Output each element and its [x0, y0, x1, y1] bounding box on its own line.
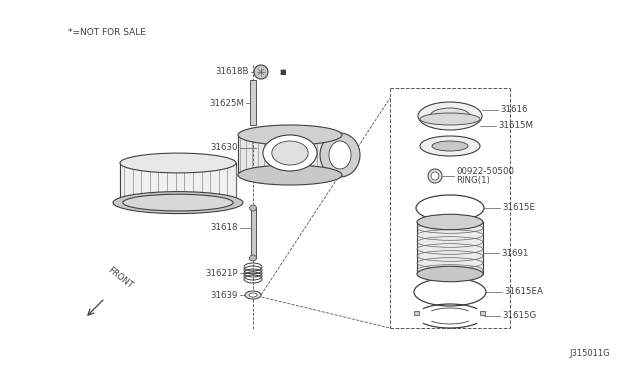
Ellipse shape [238, 125, 342, 145]
Text: 31615E: 31615E [502, 203, 535, 212]
Text: 31618B: 31618B [216, 67, 249, 77]
Text: 31625M: 31625M [209, 99, 244, 108]
Ellipse shape [420, 113, 480, 125]
Ellipse shape [432, 141, 468, 151]
Ellipse shape [238, 165, 342, 185]
Ellipse shape [329, 141, 351, 169]
Ellipse shape [418, 102, 482, 130]
Ellipse shape [120, 153, 236, 173]
Text: ■: ■ [279, 69, 285, 75]
Text: J315011G: J315011G [570, 349, 610, 358]
Text: 31615G: 31615G [502, 311, 536, 321]
Ellipse shape [263, 135, 317, 171]
Text: 31639: 31639 [211, 291, 238, 299]
Ellipse shape [250, 255, 257, 261]
Text: 31616: 31616 [500, 106, 527, 115]
Circle shape [431, 172, 439, 180]
Text: 31618: 31618 [211, 224, 238, 232]
Ellipse shape [245, 291, 261, 299]
Text: 31630: 31630 [211, 144, 238, 153]
Circle shape [254, 65, 268, 79]
Ellipse shape [420, 136, 480, 156]
Text: 00922-50500: 00922-50500 [456, 167, 514, 176]
Bar [250, 208, 255, 258]
Circle shape [428, 169, 442, 183]
Ellipse shape [250, 205, 257, 211]
Ellipse shape [320, 133, 360, 177]
Ellipse shape [249, 293, 257, 297]
Text: 31615EA: 31615EA [504, 288, 543, 296]
Ellipse shape [430, 108, 470, 124]
Ellipse shape [113, 192, 243, 214]
Bar [120, 163, 236, 203]
Text: *=NOT FOR SALE: *=NOT FOR SALE [68, 28, 146, 37]
Bar [480, 311, 485, 315]
Bar [238, 135, 342, 175]
Ellipse shape [120, 193, 236, 212]
Text: 31691: 31691 [501, 248, 529, 257]
Text: 31621P: 31621P [205, 269, 238, 278]
Text: FRONT: FRONT [106, 265, 134, 290]
Text: RING(1): RING(1) [456, 176, 490, 186]
Bar [250, 80, 256, 125]
Ellipse shape [272, 141, 308, 165]
Ellipse shape [417, 266, 483, 282]
Text: 31615M: 31615M [498, 122, 533, 131]
Ellipse shape [417, 214, 483, 230]
Bar [414, 311, 419, 315]
Bar [417, 222, 483, 274]
Ellipse shape [123, 194, 233, 211]
